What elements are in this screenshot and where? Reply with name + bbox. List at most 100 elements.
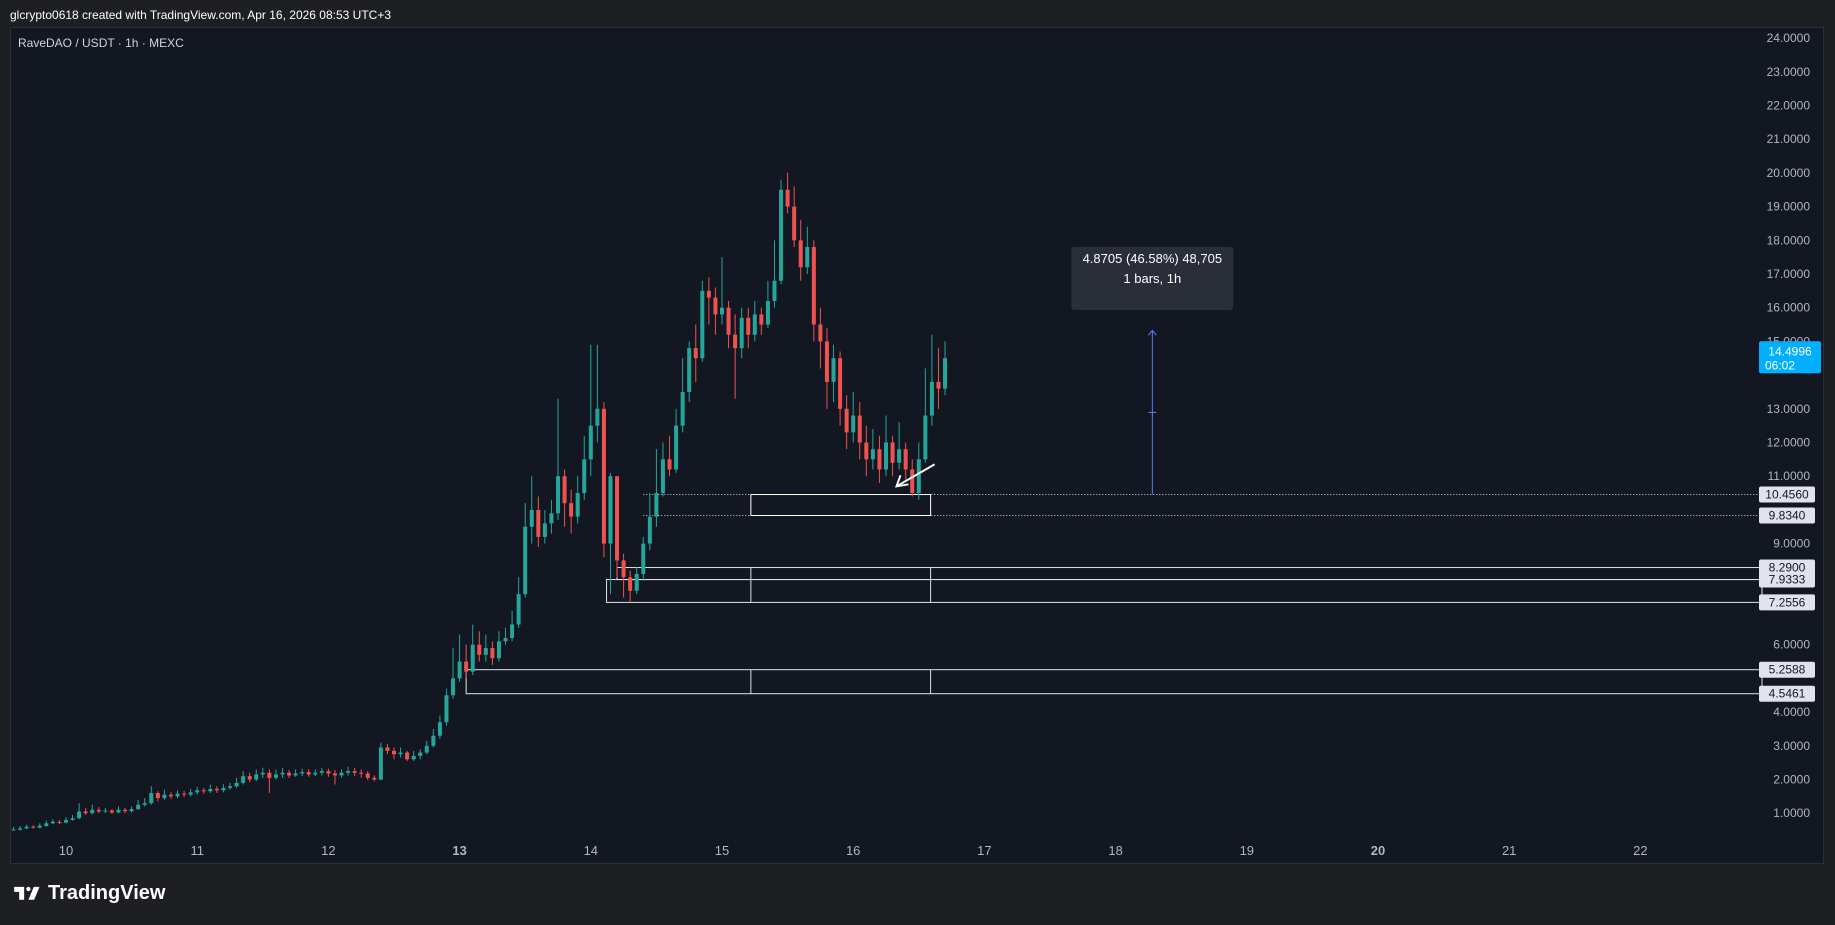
support-zone-box[interactable] — [750, 494, 932, 517]
candle-body — [201, 790, 206, 792]
candle-body — [811, 247, 816, 325]
candle-body — [168, 794, 173, 797]
price-level-tag[interactable] — [1759, 507, 1815, 524]
candle-body — [634, 573, 639, 591]
candle-body — [372, 777, 377, 780]
candle-body — [851, 415, 856, 433]
x-axis-tick-label: 18 — [1108, 843, 1122, 858]
candle-body — [621, 560, 626, 578]
x-axis-tick-label: 15 — [715, 843, 729, 858]
candle-body — [405, 752, 410, 760]
candle-body — [897, 449, 902, 463]
y-axis-tick-label: 12.0000 — [1767, 436, 1811, 450]
candle-body — [241, 776, 246, 783]
candle-body — [136, 804, 141, 810]
candle-body — [142, 803, 147, 805]
candle-body — [208, 788, 213, 792]
price-level-tag-label: 7.9333 — [1769, 573, 1806, 587]
y-axis-tick-label: 20.0000 — [1767, 166, 1811, 180]
y-axis-tick-label: 16.0000 — [1767, 301, 1811, 315]
candle-body — [936, 381, 941, 389]
candle-body — [752, 314, 757, 335]
last-price-value: 14.4996 — [1768, 344, 1812, 358]
candle-body — [444, 695, 449, 723]
y-axis-tick-label: 3.0000 — [1773, 739, 1810, 753]
candle-body — [667, 459, 672, 470]
candle-body — [332, 773, 337, 776]
candle-body — [831, 358, 836, 382]
candle-body — [562, 476, 567, 504]
y-axis-tick-label: 1.0000 — [1773, 806, 1810, 820]
candle-body — [175, 793, 180, 797]
candle-body — [221, 787, 226, 791]
candle-body — [641, 543, 646, 574]
measure-tooltip — [1071, 247, 1234, 310]
candle-body — [733, 334, 738, 349]
price-level-tag[interactable] — [1759, 685, 1815, 702]
candle-body — [844, 408, 849, 433]
candle-body — [477, 644, 482, 655]
price-level-tag[interactable] — [1759, 486, 1815, 503]
support-zone-box[interactable] — [606, 579, 1763, 603]
candle-body — [451, 678, 456, 696]
candle-body — [523, 526, 528, 595]
candle-body — [64, 819, 68, 823]
candle-body — [713, 297, 718, 315]
candle-body — [287, 772, 292, 776]
price-level-tag[interactable] — [1759, 661, 1815, 678]
price-level-tag[interactable] — [1759, 594, 1815, 611]
candle-body — [687, 348, 692, 392]
price-level-tag-label: 9.8340 — [1769, 509, 1806, 523]
candle-body — [385, 747, 390, 751]
candle-body — [483, 648, 488, 655]
y-axis-tick-label: 2.0000 — [1773, 773, 1810, 787]
candle-body — [601, 408, 606, 544]
candle-body — [824, 341, 829, 382]
candle-body — [83, 811, 88, 814]
candle-body — [300, 772, 305, 774]
candle-body — [818, 324, 823, 342]
candle-body — [746, 317, 751, 335]
candle-body — [929, 381, 934, 416]
support-zone-box[interactable] — [465, 669, 1763, 695]
candle-body — [549, 513, 554, 524]
candle-body — [660, 459, 665, 494]
arrow-annotation[interactable] — [895, 463, 936, 488]
candle-body — [70, 818, 75, 820]
candle-body — [575, 493, 580, 517]
candle-body — [123, 809, 128, 812]
candle-body — [103, 810, 108, 812]
y-axis-tick-label: 6.0000 — [1773, 638, 1810, 652]
x-axis-tick-label: 16 — [846, 843, 860, 858]
candle-body — [195, 790, 200, 793]
measure-tooltip-bars: 1 bars, 1h — [1123, 271, 1181, 286]
symbol-legend[interactable]: RaveDAO / USDT · 1h · MEXC — [18, 36, 184, 50]
candle-body — [464, 661, 469, 672]
candle-body — [339, 772, 344, 776]
candle-body — [162, 794, 167, 799]
price-level-tag-label: 7.2556 — [1769, 595, 1806, 609]
x-axis-tick-label: 19 — [1240, 843, 1254, 858]
price-level-tag[interactable] — [1759, 559, 1815, 576]
candle-body — [188, 792, 193, 795]
candle-body — [228, 786, 232, 788]
tradingview-brand: TradingView — [48, 882, 166, 904]
support-zone-box[interactable] — [616, 567, 1763, 581]
measure-arrowhead — [1147, 329, 1157, 336]
chart-pane[interactable] — [10, 27, 1824, 864]
y-axis-tick-label: 19.0000 — [1767, 200, 1811, 214]
candle-body — [857, 415, 862, 443]
candle-body — [779, 189, 784, 281]
last-price-tag[interactable] — [1759, 341, 1821, 374]
candle-body — [503, 637, 508, 642]
candle-body — [398, 752, 403, 755]
candle-body — [739, 317, 744, 349]
candle-body — [260, 772, 265, 775]
candle-body — [516, 594, 521, 625]
candle-body — [411, 755, 416, 760]
price-level-tag[interactable] — [1759, 571, 1815, 588]
candle-body — [700, 290, 705, 359]
chart-attribution: glcrypto0618 created with TradingView.co… — [10, 8, 392, 22]
candle-body — [24, 826, 29, 829]
